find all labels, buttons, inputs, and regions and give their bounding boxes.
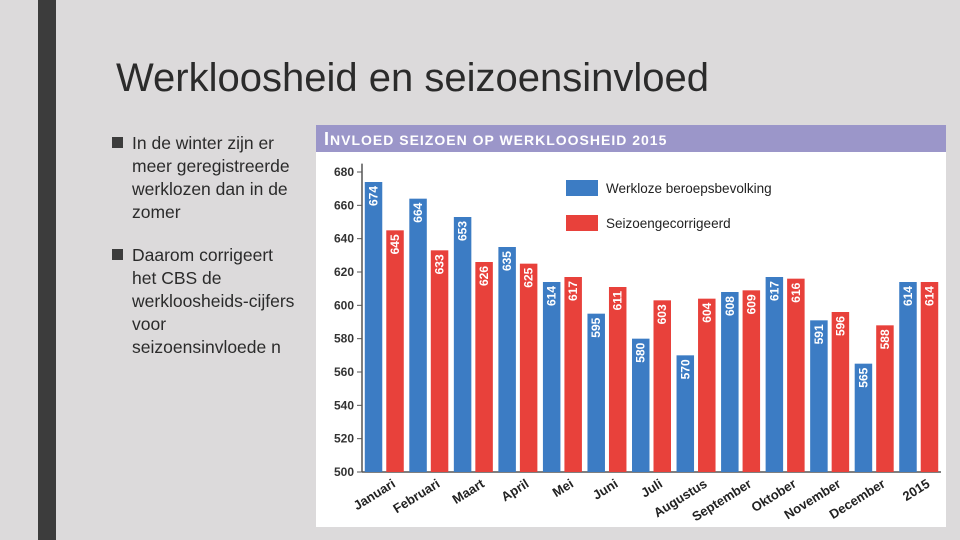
bar-value-label: 604 [700, 302, 714, 322]
y-tick-label: 520 [334, 432, 354, 446]
bar-value-label: 614 [545, 286, 559, 306]
bullet-square-icon [112, 137, 123, 148]
bar-value-label: 614 [901, 286, 915, 306]
bar-value-label: 645 [388, 234, 402, 254]
workforce-bar [498, 247, 516, 472]
chart-title-rest: NVLOED SEIZOEN OP WERKLOOSHEID 2015 [330, 132, 667, 148]
legend-swatch [566, 180, 598, 196]
left-accent-bar [38, 0, 56, 540]
bullet-item: In de winter zijn er meer geregistreerde… [112, 132, 302, 224]
bar-value-label: 664 [411, 202, 425, 222]
bar-value-label: 570 [678, 359, 692, 379]
bar-value-label: 565 [856, 367, 870, 387]
y-tick-label: 580 [334, 332, 354, 346]
bar-value-label: 588 [878, 329, 892, 349]
workforce-bar [542, 282, 561, 472]
adjusted-bar [608, 287, 627, 472]
bar-value-label: 603 [655, 304, 669, 324]
chart-panel: INVLOED SEIZOEN OP WERKLOOSHEID 2015 680… [316, 125, 946, 527]
bar-value-label: 625 [522, 267, 536, 287]
workforce-bar [364, 182, 383, 472]
y-tick-label: 500 [334, 465, 354, 479]
workforce-bar [721, 292, 739, 472]
adjusted-bar [564, 277, 582, 472]
workforce-bar [854, 363, 873, 472]
adjusted-bar [519, 263, 538, 472]
x-tick-label: Januari [351, 476, 398, 513]
y-tick-label: 540 [334, 398, 354, 412]
bullet-square-icon [112, 249, 123, 260]
chart-title: INVLOED SEIZOEN OP WERKLOOSHEID 2015 [324, 129, 667, 149]
y-tick-label: 560 [334, 365, 354, 379]
adjusted-bar [430, 250, 449, 472]
x-tick-label: Mei [550, 476, 576, 500]
adjusted-bar [787, 278, 805, 472]
bar-value-label: 596 [833, 316, 847, 336]
workforce-bar [765, 277, 784, 472]
bar-value-label: 633 [433, 254, 447, 274]
x-tick-label: Maart [450, 475, 488, 506]
bar-value-label: 616 [789, 282, 803, 302]
workforce-bar [810, 320, 828, 472]
workforce-bar [587, 313, 605, 472]
bar-value-label: 635 [500, 251, 514, 271]
y-tick-label: 620 [334, 265, 354, 279]
x-tick-label: Juli [638, 476, 665, 501]
bar-value-label: 595 [589, 317, 603, 337]
bar-value-label: 674 [367, 186, 381, 206]
x-tick-label: Februari [390, 476, 442, 516]
workforce-bar [899, 282, 917, 472]
adjusted-bar [876, 325, 894, 472]
adjusted-bar [742, 290, 761, 472]
workforce-bar [409, 198, 427, 472]
legend-label: Seizoengecorrigeerd [606, 216, 731, 231]
bar-value-label: 617 [767, 281, 781, 301]
adjusted-bar [831, 312, 850, 472]
chart-title-band [316, 125, 946, 152]
y-tick-label: 600 [334, 298, 354, 312]
bullet-text: Daarom corrigeert het CBS de werklooshei… [132, 245, 295, 357]
bullet-text: In de winter zijn er meer geregistreerde… [132, 133, 290, 222]
bar-value-label: 614 [922, 286, 936, 306]
adjusted-bar [475, 262, 493, 472]
adjusted-bar [386, 230, 404, 472]
y-tick-label: 660 [334, 198, 354, 212]
bar-value-label: 591 [812, 324, 826, 344]
legend-label: Werkloze beroepsbevolking [606, 181, 772, 196]
x-tick-label: Juni [590, 476, 621, 503]
bar-value-label: 608 [723, 296, 737, 316]
y-tick-label: 640 [334, 232, 354, 246]
workforce-bar [676, 355, 695, 472]
bar-chart: INVLOED SEIZOEN OP WERKLOOSHEID 2015 680… [316, 125, 946, 524]
adjusted-bar [920, 282, 939, 472]
bullet-item: Daarom corrigeert het CBS de werklooshei… [112, 244, 302, 359]
bar-value-label: 653 [456, 221, 470, 241]
plot-area: 680 660 640 620 600 580 560 540 520 500 674 645 Janu… [334, 163, 941, 524]
legend-swatch [566, 215, 598, 231]
bar-value-label: 580 [634, 342, 648, 362]
adjusted-bar [653, 300, 671, 472]
bar-value-label: 626 [477, 266, 491, 286]
adjusted-bar [698, 298, 716, 472]
bar-value-label: 617 [566, 281, 580, 301]
bar-value-label: 609 [744, 294, 758, 314]
x-tick-label: April [498, 476, 531, 504]
workforce-bar [453, 217, 472, 472]
bar-value-label: 611 [611, 291, 625, 311]
chart-title-initial: I [324, 129, 330, 149]
bullet-list: In de winter zijn er meer geregistreerde… [112, 132, 302, 379]
slide-title: Werkloosheid en seizoensinvloed [116, 56, 709, 100]
x-tick-label: 2015 [900, 476, 932, 504]
workforce-bar [632, 338, 650, 472]
y-tick-label: 680 [334, 165, 354, 179]
